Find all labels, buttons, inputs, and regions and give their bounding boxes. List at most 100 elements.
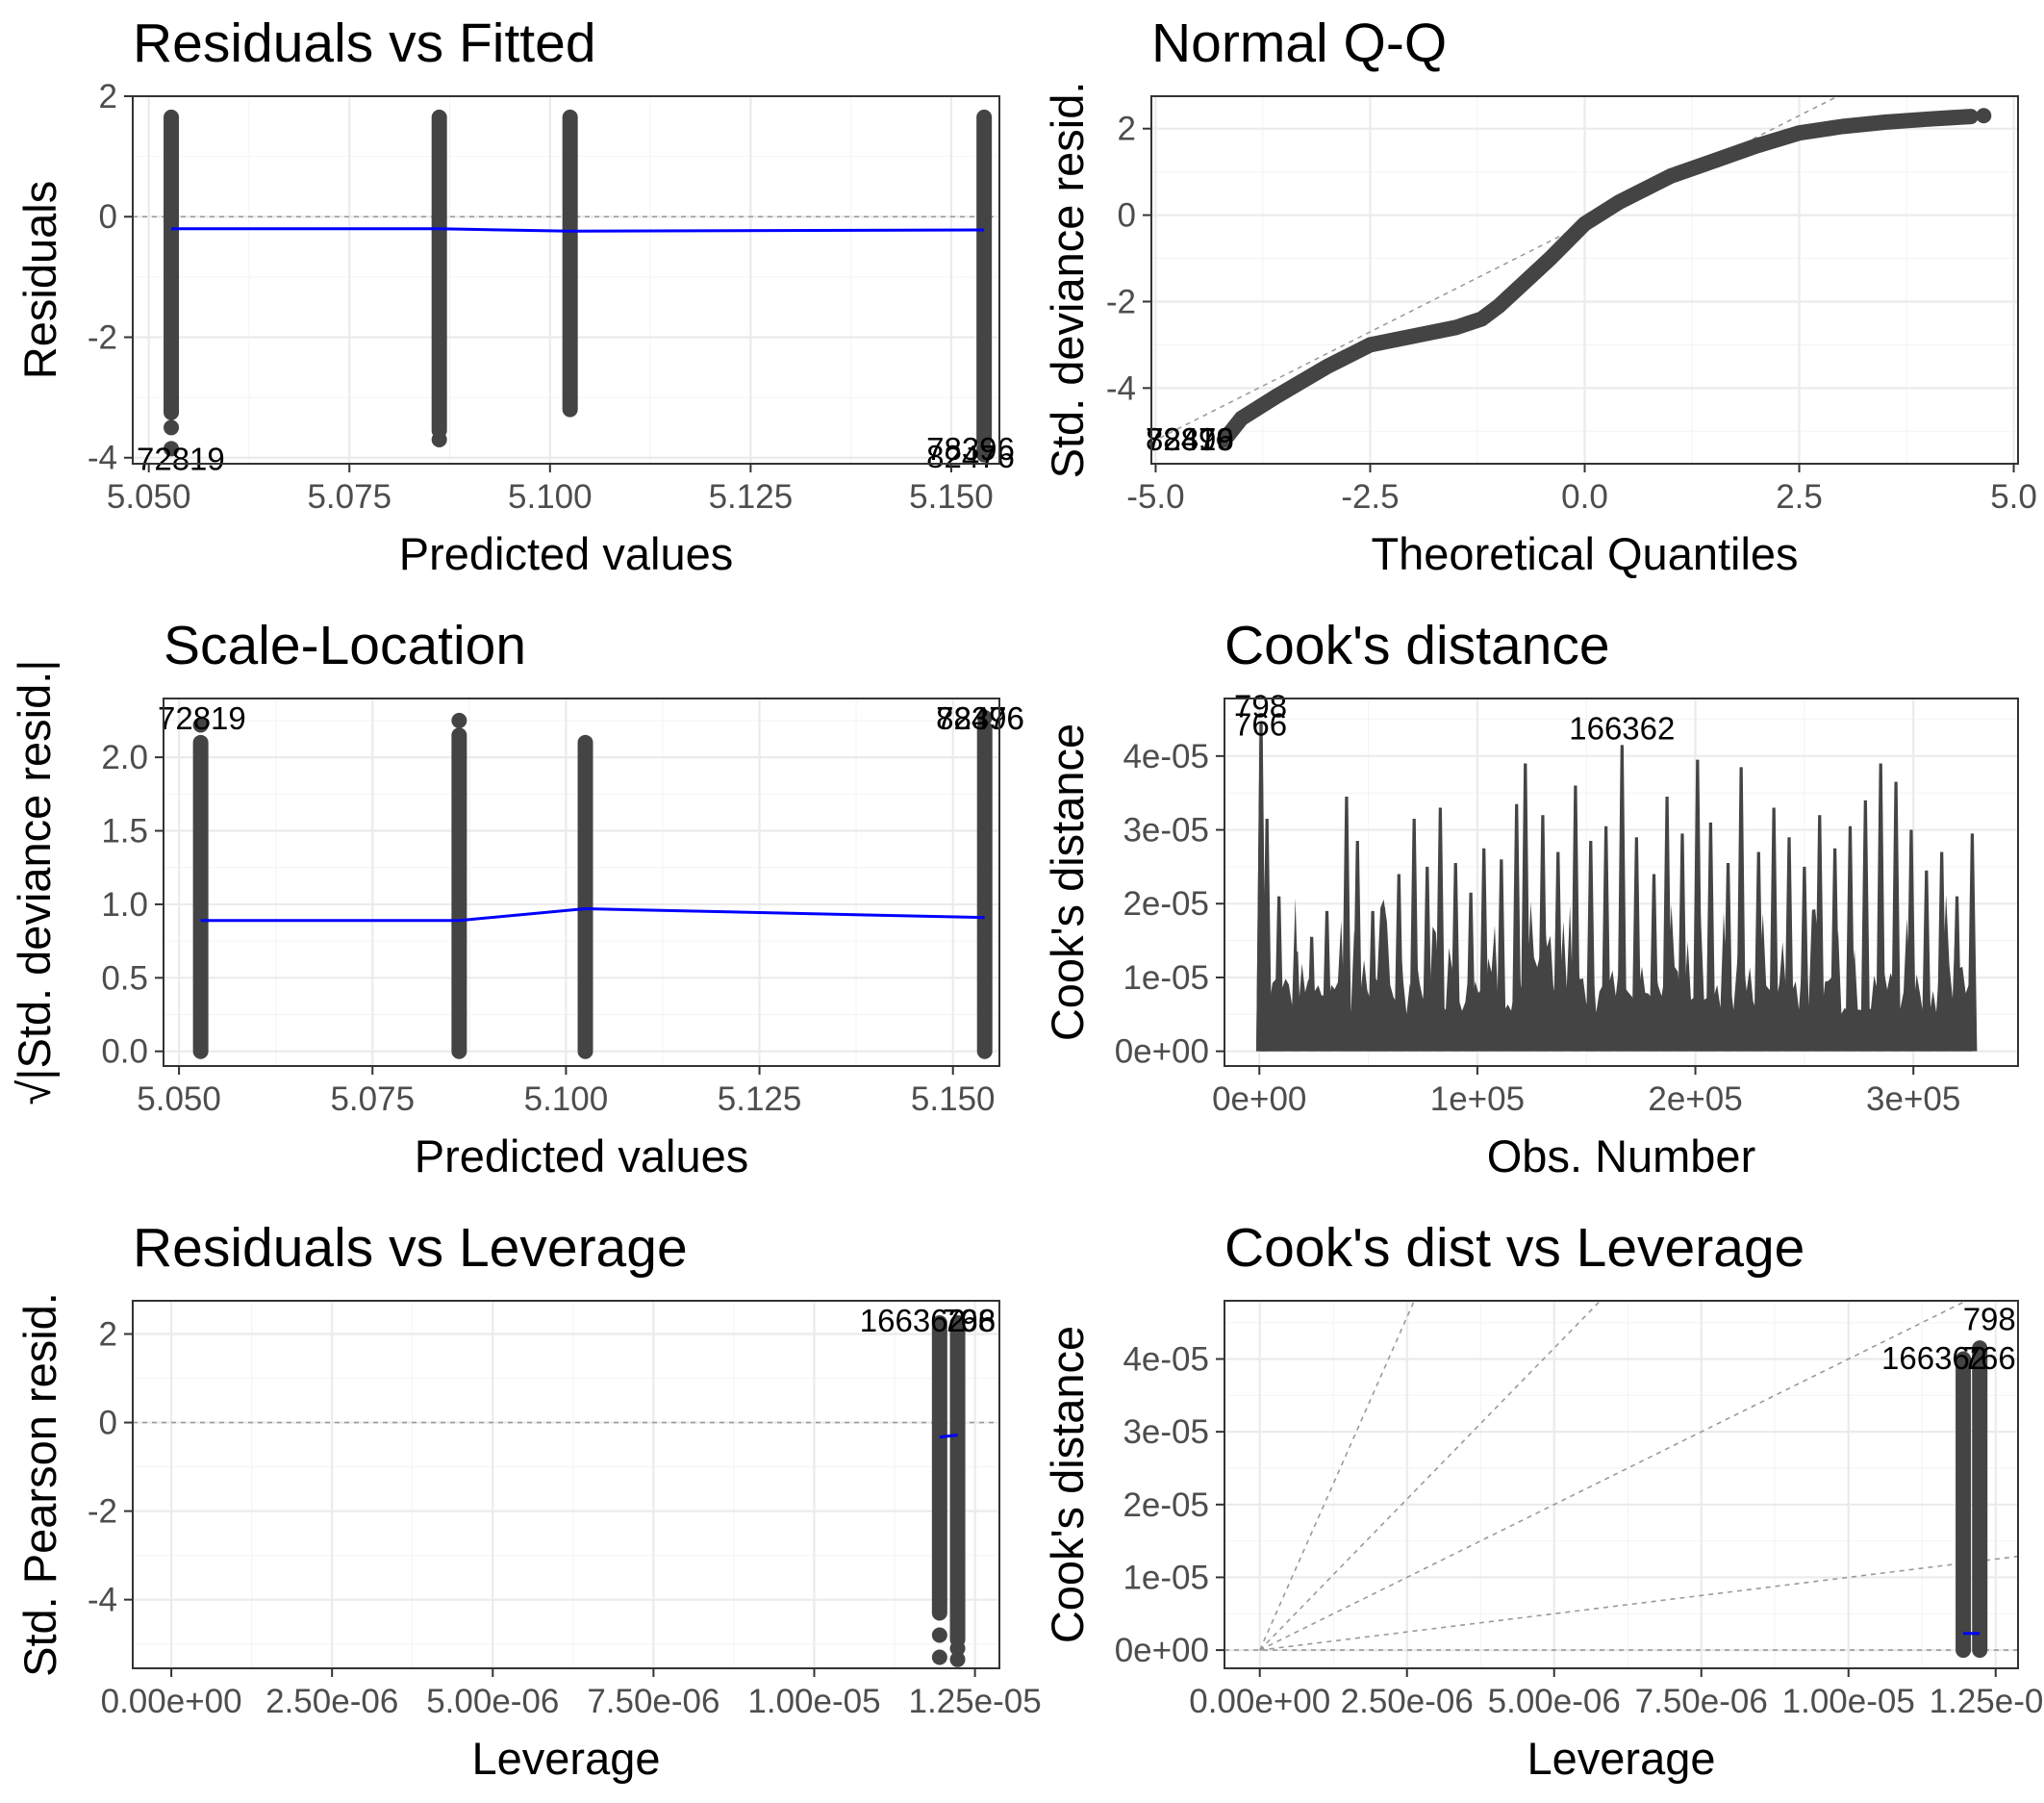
panel-title: Cook's distance (1224, 615, 1610, 676)
x-tick-label: 1.25e-05 (1930, 1683, 2044, 1720)
panel-background (1224, 1301, 2018, 1668)
point-label: 798 (1963, 1301, 2016, 1336)
y-tick-label: 0.5 (101, 959, 148, 997)
x-tick-label: 1.25e-05 (909, 1683, 1042, 1720)
cooks-bars-dense (1259, 894, 1973, 1052)
panel-title: Residuals vs Leverage (133, 1217, 688, 1279)
x-tick-label: 1e+05 (1430, 1080, 1525, 1118)
y-tick-label: 2.0 (101, 739, 148, 776)
panel-frame (163, 698, 1000, 1067)
data-point (949, 1651, 966, 1667)
point-label: 82476 (926, 439, 1015, 474)
y-tick-label: 0 (99, 198, 117, 236)
data-point (1976, 108, 1992, 124)
point-label: 166362 (1881, 1340, 1987, 1376)
data-point (451, 712, 467, 728)
data-point (931, 1649, 947, 1665)
y-axis-label: Cook's distance (1042, 1326, 1093, 1643)
panel-frame (132, 95, 1000, 465)
cooks-bar (1860, 800, 1871, 1052)
x-tick-label: 5.075 (330, 1080, 415, 1118)
y-axis-label: Std. deviance resid. (1042, 82, 1093, 479)
point-label: 78396 (936, 700, 1024, 736)
y-tick-label: -4 (88, 1582, 117, 1619)
smooth-line (939, 1434, 958, 1439)
cooks-bar (1341, 797, 1351, 1052)
y-axis-label: √|Std. deviance resid.| (9, 659, 60, 1105)
plot-area (1224, 1301, 2018, 1659)
y-axis-label: Std. Pearson resid. (14, 1292, 65, 1677)
leverage-contour (1258, 1301, 1416, 1651)
x-tick-label: 7.50e-06 (587, 1683, 719, 1720)
x-tick-label: 0e+00 (1212, 1080, 1306, 1118)
data-point (192, 717, 209, 733)
y-tick-label: 4e-05 (1123, 1341, 1209, 1379)
x-tick-label: 5.100 (508, 478, 593, 516)
point-label: 72819 (158, 700, 246, 736)
y-tick-label: 0 (99, 1405, 117, 1442)
plot-area (1151, 96, 1992, 448)
x-tick-label: 5.075 (307, 478, 391, 516)
data-point (931, 1627, 947, 1643)
panel-title: Cook's dist vs Leverage (1224, 1217, 1804, 1279)
data-point (976, 446, 993, 463)
point-label: 82476 (936, 700, 1024, 736)
point-label: 78396 (1146, 421, 1234, 457)
point-label: 72819 (137, 442, 225, 477)
y-tick-label: 0.0 (101, 1033, 148, 1071)
leverage-contour (1259, 1555, 2018, 1651)
x-tick-label: 5.100 (524, 1080, 609, 1118)
panel-background (133, 1301, 999, 1668)
point-label: 82476 (1146, 421, 1234, 457)
plot-area (133, 1315, 999, 1667)
x-tick-label: 5.125 (718, 1080, 802, 1118)
point-label: 72819 (1146, 421, 1234, 457)
y-axis-label: Cook's distance (1042, 724, 1093, 1041)
y-tick-label: 3e-05 (1123, 1413, 1209, 1451)
x-axis-label: Predicted values (399, 528, 733, 579)
y-tick-label: -2 (88, 1493, 117, 1531)
y-tick-label: 2 (99, 1316, 117, 1354)
data-point (431, 431, 447, 447)
y-axis-label: Residuals (14, 181, 65, 379)
y-tick-label: 1e-05 (1123, 1559, 1209, 1596)
x-tick-label: 1.00e-05 (1782, 1683, 1915, 1720)
panel-title: Residuals vs Fitted (133, 13, 596, 74)
x-axis-label: Theoretical Quantiles (1371, 528, 1798, 579)
plot-area (192, 709, 993, 1059)
x-axis-label: Leverage (472, 1733, 661, 1784)
point-label: 166362 (1569, 710, 1675, 746)
y-tick-label: 0e+00 (1115, 1033, 1209, 1071)
panel-frame (1224, 1300, 2019, 1669)
y-tick-label: -4 (1106, 369, 1136, 407)
point-label: 766 (1234, 706, 1287, 742)
point-label: 766 (1963, 1340, 2016, 1376)
x-tick-label: 2.50e-06 (1341, 1683, 1474, 1720)
plot-area (133, 109, 999, 463)
x-tick-label: 0.0 (1561, 478, 1608, 516)
x-axis-label: Leverage (1527, 1733, 1716, 1784)
panel-frame (1224, 698, 2019, 1067)
point-label: 766 (943, 1303, 996, 1338)
x-tick-label: 0.00e+00 (101, 1683, 242, 1720)
y-tick-label: -4 (88, 440, 117, 477)
panel-title: Normal Q-Q (1151, 13, 1447, 74)
y-tick-label: 1e-05 (1123, 959, 1209, 997)
data-point (164, 419, 180, 436)
smooth-line (200, 906, 985, 923)
panel-frame (132, 1300, 1000, 1669)
x-tick-label: 5.050 (107, 478, 191, 516)
x-tick-label: 2e+05 (1648, 1080, 1742, 1118)
x-axis-label: Obs. Number (1487, 1130, 1755, 1181)
y-tick-label: 2e-05 (1123, 885, 1209, 923)
point-label: 798 (1234, 688, 1287, 724)
x-tick-label: 2.50e-06 (265, 1683, 398, 1720)
y-tick-label: 2e-05 (1123, 1486, 1209, 1524)
cooks-bar (1262, 819, 1273, 1052)
x-tick-label: 5.00e-06 (426, 1683, 559, 1720)
